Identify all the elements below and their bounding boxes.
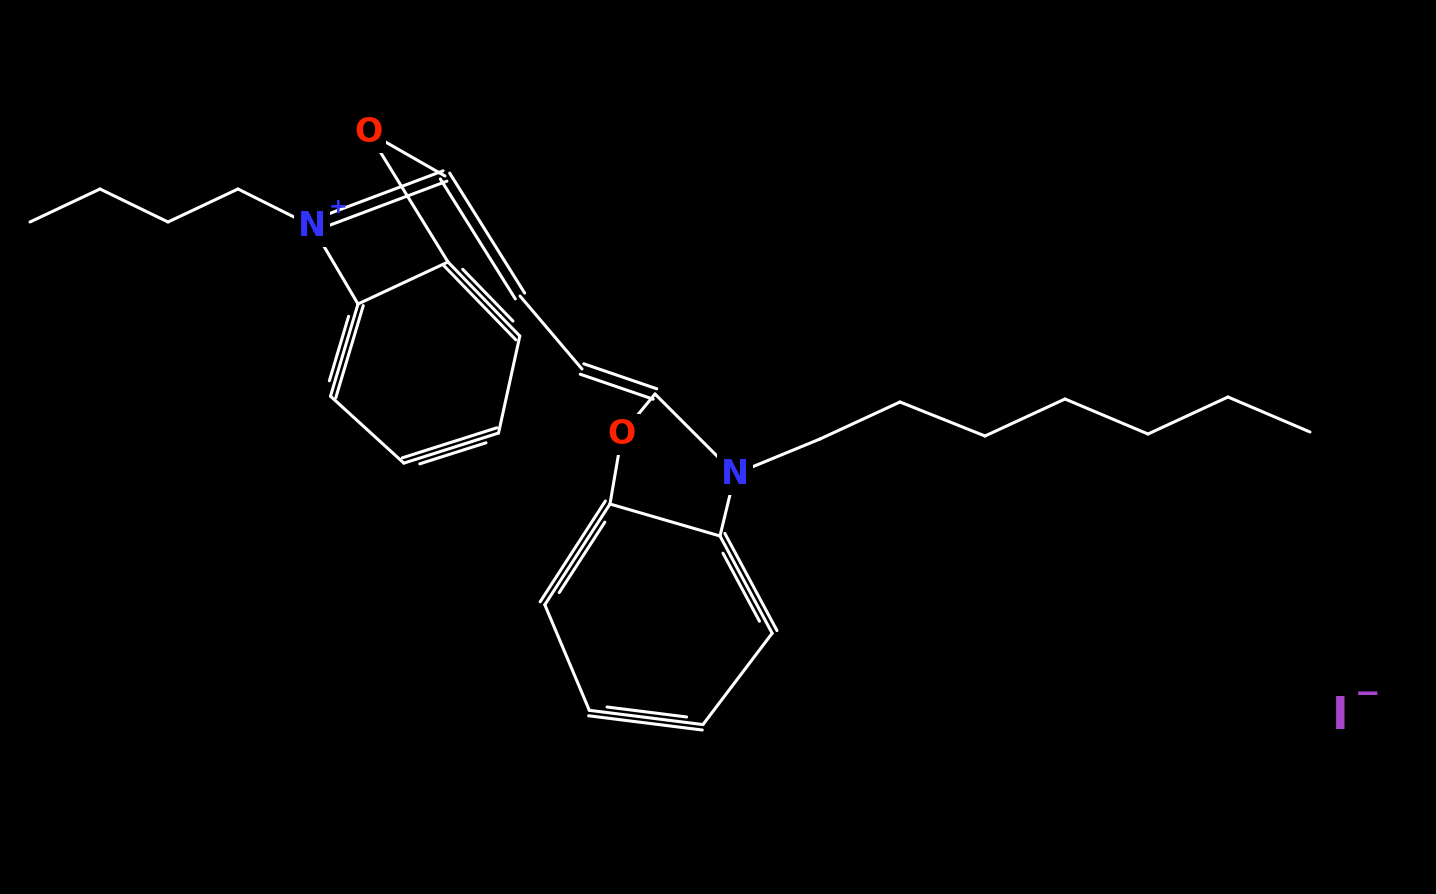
Text: +: + xyxy=(329,197,348,216)
Text: O: O xyxy=(607,418,636,451)
Text: O: O xyxy=(353,116,382,149)
Text: N: N xyxy=(297,210,326,243)
Text: N: N xyxy=(721,458,750,491)
Text: I: I xyxy=(1331,695,1348,738)
Text: −: − xyxy=(1356,679,1381,709)
